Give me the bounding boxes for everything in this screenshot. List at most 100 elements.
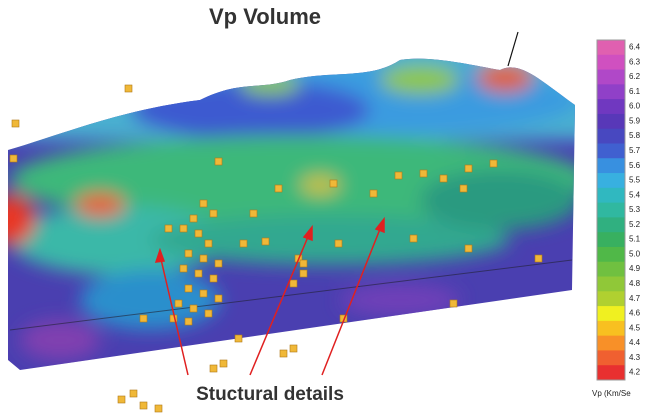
cube xyxy=(395,172,402,179)
colorbar-label: 4.6 xyxy=(629,309,641,318)
colorbar-cell xyxy=(597,336,625,351)
colorbar-label: 4.8 xyxy=(629,279,641,288)
cube xyxy=(370,190,377,197)
colorbar-cell xyxy=(597,188,625,203)
cube xyxy=(185,318,192,325)
figure: Vp Volume Stuctural details 6.4 xyxy=(0,0,645,414)
cube xyxy=(215,295,222,302)
colorbar-label: 5.4 xyxy=(629,190,641,199)
cube xyxy=(205,310,212,317)
colorbar-label: 5.0 xyxy=(629,249,641,258)
cube xyxy=(180,265,187,272)
cube xyxy=(235,335,242,342)
colorbar-cell xyxy=(597,247,625,262)
cube xyxy=(165,225,172,232)
cube xyxy=(200,290,207,297)
cube xyxy=(140,402,147,409)
colorbar-label: 4.7 xyxy=(629,294,641,303)
colorbar-label: 6.4 xyxy=(629,43,641,52)
cube xyxy=(300,270,307,277)
cube xyxy=(240,240,247,247)
cube xyxy=(280,350,287,357)
colorbar-label: 5.9 xyxy=(629,116,641,125)
cube xyxy=(195,270,202,277)
colorbar-cell xyxy=(597,277,625,292)
colorbar-label: 5.1 xyxy=(629,235,641,244)
colorbar-label: 4.2 xyxy=(629,368,641,377)
cube xyxy=(465,165,472,172)
cube xyxy=(190,215,197,222)
cube xyxy=(330,180,337,187)
cube xyxy=(180,225,187,232)
cube xyxy=(290,345,297,352)
cube xyxy=(195,230,202,237)
colorbar-cell xyxy=(597,232,625,247)
cube xyxy=(175,300,182,307)
colorbar-cell xyxy=(597,70,625,85)
pointer-line xyxy=(508,32,518,66)
cube xyxy=(290,280,297,287)
colorbar-label: 5.2 xyxy=(629,220,641,229)
annotation: Stuctural details xyxy=(196,384,344,405)
colorbar-cell xyxy=(597,84,625,99)
colorbar-label: 4.4 xyxy=(629,338,641,347)
cube xyxy=(215,260,222,267)
colorbar-label: 6.0 xyxy=(629,102,641,111)
cube xyxy=(262,238,269,245)
colorbar-cell xyxy=(597,350,625,365)
title: Vp Volume xyxy=(209,4,321,29)
colorbar-unit: Vp (Km/Se xyxy=(592,389,631,398)
colorbar-label: 4.5 xyxy=(629,323,641,332)
cube xyxy=(535,255,542,262)
cube xyxy=(185,285,192,292)
cube xyxy=(200,255,207,262)
colorbar-label: 6.2 xyxy=(629,72,641,81)
colorbar-cell xyxy=(597,306,625,321)
cube xyxy=(250,210,257,217)
colorbar-cell xyxy=(597,55,625,70)
colorbar: 6.4 6.3 6.2 6.1 6.0 5.9 5.8 5.7 5.6 5.5 5.4 5.3 5.2 5… xyxy=(597,40,641,381)
colorbar-cell xyxy=(597,203,625,218)
cube xyxy=(410,235,417,242)
cube xyxy=(490,160,497,167)
colorbar-cell xyxy=(597,99,625,114)
cube xyxy=(420,170,427,177)
volume-render xyxy=(0,40,600,380)
colorbar-cell xyxy=(597,143,625,158)
cube xyxy=(185,250,192,257)
cube xyxy=(215,158,222,165)
cube xyxy=(275,185,282,192)
colorbar-label: 6.3 xyxy=(629,57,641,66)
cube xyxy=(10,155,17,162)
colorbar-cell xyxy=(597,114,625,129)
cube xyxy=(335,240,342,247)
cube xyxy=(12,120,19,127)
cube xyxy=(300,260,307,267)
colorbar-label: 5.3 xyxy=(629,205,641,214)
colorbar-cell xyxy=(597,173,625,188)
colorbar-label: 4.9 xyxy=(629,264,641,273)
cube xyxy=(125,85,132,92)
cube xyxy=(465,245,472,252)
colorbar-label: 6.1 xyxy=(629,87,641,96)
colorbar-cell xyxy=(597,291,625,306)
cube xyxy=(140,315,147,322)
colorbar-cell xyxy=(597,217,625,232)
cube xyxy=(440,175,447,182)
colorbar-cell xyxy=(597,365,625,380)
colorbar-label: 5.8 xyxy=(629,131,641,140)
colorbar-cell xyxy=(597,262,625,277)
cube xyxy=(205,240,212,247)
cube xyxy=(130,390,137,397)
colorbar-label: 5.7 xyxy=(629,146,641,155)
cube xyxy=(210,275,217,282)
cube xyxy=(118,396,125,403)
colorbar-cell xyxy=(597,158,625,173)
colorbar-cell xyxy=(597,129,625,144)
cube xyxy=(200,200,207,207)
colorbar-label: 5.5 xyxy=(629,176,641,185)
colorbar-label: 5.6 xyxy=(629,161,641,170)
cube xyxy=(155,405,162,412)
cube xyxy=(450,300,457,307)
cube xyxy=(220,360,227,367)
